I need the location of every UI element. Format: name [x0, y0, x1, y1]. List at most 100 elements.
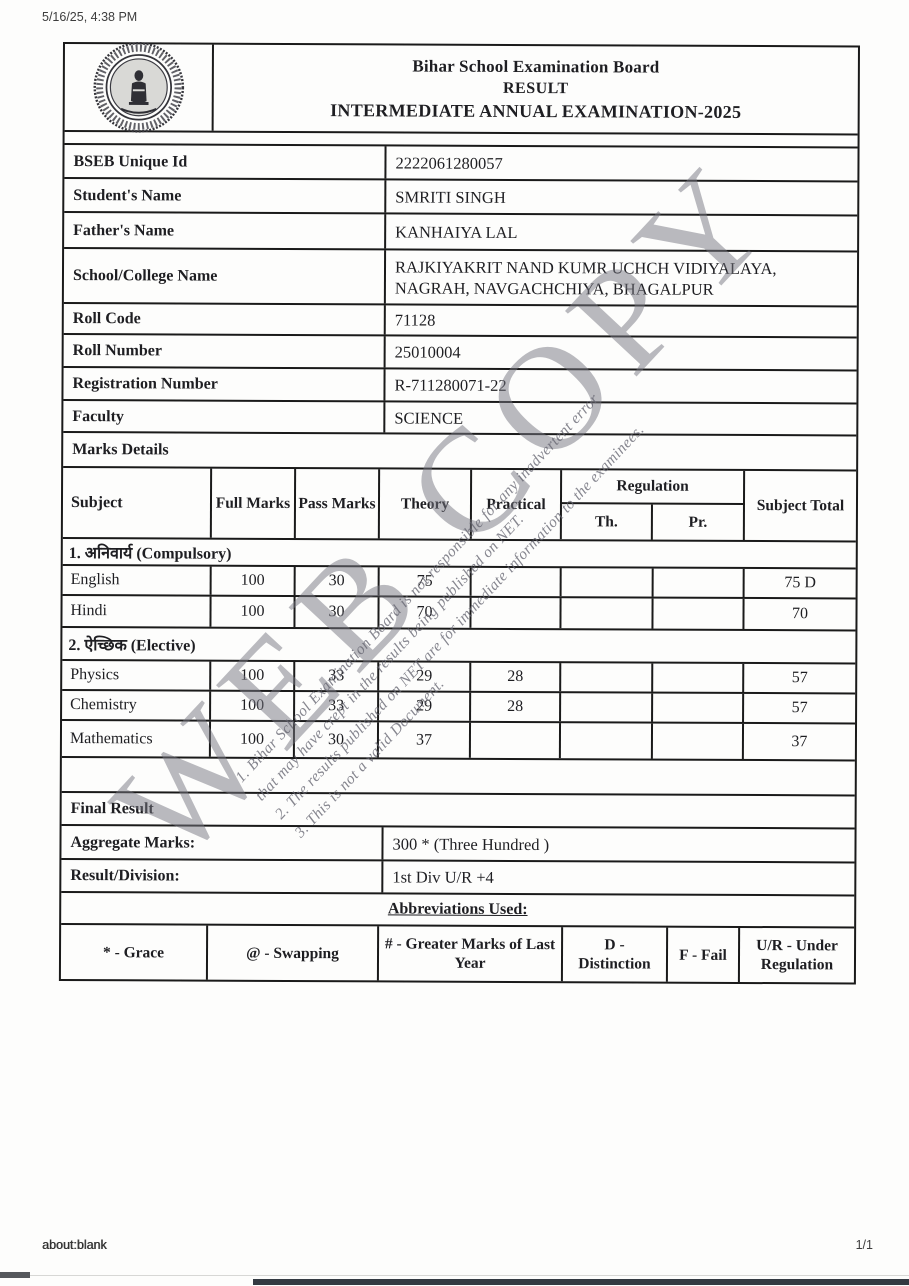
- info-value: SCIENCE: [394, 407, 464, 428]
- info-value: KANHAIYA LAL: [395, 221, 518, 242]
- col-header-regulation: Regulation: [561, 470, 744, 505]
- subject-row-physics: Physics 100 33 29 28 57: [62, 661, 856, 695]
- cell-regulation-pr: [653, 693, 745, 722]
- cell-full-marks: 100: [210, 721, 296, 758]
- cell-theory: 37: [378, 722, 472, 758]
- result-division-value: 1st Div U/R +4: [392, 867, 494, 887]
- cell-regulation-th: [561, 693, 654, 722]
- info-label: Roll Number: [63, 335, 386, 368]
- scan-bottom-bar: [253, 1279, 909, 1285]
- scan-hairline: [30, 1275, 909, 1276]
- cell-regulation-pr: [653, 568, 745, 597]
- cell-pass-marks: 30: [295, 567, 380, 596]
- info-row-registration-number: Registration Number R-711280071-22: [63, 368, 857, 405]
- result-division-row: Result/Division: 1st Div U/R +4: [61, 860, 855, 897]
- col-header-regulation-group: Regulation Th. Pr.: [561, 470, 746, 540]
- cell-subject-total: 57: [791, 699, 808, 717]
- cell-theory: 75: [379, 567, 472, 596]
- info-label: Roll Code: [63, 304, 386, 335]
- cell-theory: 70: [379, 597, 472, 628]
- aggregate-marks-value: 300 * (Three Hundred ): [392, 833, 550, 854]
- sheet-header-row: Bihar School Examination Board RESULT IN…: [64, 42, 858, 136]
- col-header-full-marks: Full Marks: [211, 468, 297, 539]
- info-value: R-711280071-22: [394, 375, 507, 395]
- cell-pass-marks: 30: [295, 597, 380, 628]
- info-row-father-name: Father's Name KANHAIYA LAL: [64, 213, 858, 253]
- info-row-roll-code: Roll Code 71128: [63, 304, 857, 339]
- final-result-heading-row: Final Result: [61, 793, 855, 830]
- cell-pass-marks: 30: [294, 722, 380, 758]
- subject-row-chemistry: Chemistry 100 33 29 28 57: [62, 691, 856, 725]
- header-title-block: Bihar School Examination Board RESULT IN…: [214, 45, 858, 134]
- cell-subject-total: 75 D: [784, 574, 816, 592]
- info-label: Student's Name: [64, 179, 387, 213]
- abbreviation-fail: F - Fail: [667, 927, 741, 982]
- col-header-regulation-th: Th.: [561, 504, 653, 540]
- section-title: 1. अनिवार्य (Compulsory): [68, 544, 232, 563]
- info-value: 71128: [394, 310, 436, 330]
- info-row-student-name: Student's Name SMRITI SINGH: [64, 179, 858, 217]
- cell-subject: Physics: [62, 661, 212, 690]
- subject-row-english: English 100 30 75 75 D: [62, 566, 856, 600]
- info-value: RAJKIYAKRIT NAND KUMR UCHCH VIDIYALAYA, …: [394, 256, 777, 299]
- abbreviations-heading: Abbreviations Used:: [387, 900, 528, 919]
- cell-full-marks: 100: [211, 661, 296, 691]
- marks-header-row: Subject Full Marks Pass Marks Theory Pra…: [62, 468, 857, 543]
- cell-regulation-th: [560, 723, 654, 759]
- section-title: 2. ऐच्छिक (Elective): [68, 636, 196, 655]
- abbreviation-swapping: @ - Swapping: [207, 925, 380, 981]
- cell-subject: Hindi: [62, 596, 212, 627]
- col-header-subject: Subject: [62, 468, 213, 538]
- info-label: School/College Name: [63, 249, 387, 304]
- cell-practical: [471, 597, 562, 629]
- final-result-heading: Final Result: [70, 799, 154, 817]
- abbreviation-greater-marks: # - Greater Marks of Last Year: [378, 926, 564, 982]
- info-label: Registration Number: [63, 368, 386, 401]
- page-number: 1/1: [855, 1238, 873, 1252]
- info-value: 25010004: [394, 342, 461, 362]
- info-row-faculty: Faculty SCIENCE: [63, 401, 857, 437]
- cell-regulation-pr: [652, 723, 745, 759]
- cell-subject-total: 37: [791, 732, 808, 750]
- cell-full-marks: 100: [211, 596, 296, 628]
- info-row-roll-number: Roll Number 25010004: [63, 335, 857, 372]
- col-header-pass-marks: Pass Marks: [295, 469, 381, 539]
- info-value: 2222061280057: [395, 152, 503, 173]
- board-name: Bihar School Examination Board: [412, 56, 660, 77]
- aggregate-marks-label: Aggregate Marks:: [61, 826, 384, 860]
- cell-subject-total: 70: [791, 605, 809, 623]
- info-row-bseb-id: BSEB Unique Id 2222061280057: [64, 145, 858, 183]
- scan-edge-mark: [0, 1272, 30, 1278]
- abbreviation-distinction: D - Distinction: [562, 927, 669, 982]
- info-label: Faculty: [63, 401, 386, 433]
- result-division-label: Result/Division:: [61, 860, 384, 893]
- info-value: SMRITI SINGH: [395, 186, 506, 207]
- section-heading-compulsory: 1. अनिवार्य (Compulsory): [62, 539, 856, 570]
- col-header-regulation-pr: Pr.: [688, 513, 708, 531]
- bseb-seal-icon: [93, 42, 184, 133]
- cell-regulation-pr: [653, 598, 745, 629]
- abbreviation-under-regulation: U/R - Under Regulation: [756, 937, 839, 974]
- exam-title: INTERMEDIATE ANNUAL EXAMINATION-2025: [330, 99, 742, 122]
- cell-pass-marks: 33: [295, 692, 380, 721]
- cell-practical: 28: [471, 662, 562, 692]
- info-row-school-name: School/College Name RAJKIYAKRIT NAND KUM…: [63, 249, 858, 308]
- info-label: Father's Name: [64, 213, 387, 249]
- cell-subject: English: [62, 566, 212, 595]
- abbreviations-heading-row: Abbreviations Used:: [61, 893, 855, 929]
- print-datetime: 5/16/25, 4:38 PM: [42, 10, 138, 24]
- cell-regulation-th: [561, 663, 654, 692]
- cell-subject-total: 57: [791, 669, 808, 687]
- cell-pass-marks: 33: [295, 662, 380, 691]
- result-label: RESULT: [502, 79, 569, 97]
- cell-regulation-th: [561, 568, 654, 597]
- empty-row: [61, 758, 855, 797]
- cell-practical: [471, 567, 562, 597]
- cell-regulation-th: [561, 598, 654, 629]
- cell-full-marks: 100: [211, 691, 296, 721]
- col-header-theory: Theory: [379, 469, 473, 539]
- col-header-subject-total: Subject Total: [756, 497, 845, 515]
- subject-row-hindi: Hindi 100 30 70 70: [62, 596, 856, 632]
- section-heading-elective: 2. ऐच्छिक (Elective): [62, 628, 856, 665]
- cell-theory: 29: [379, 692, 472, 721]
